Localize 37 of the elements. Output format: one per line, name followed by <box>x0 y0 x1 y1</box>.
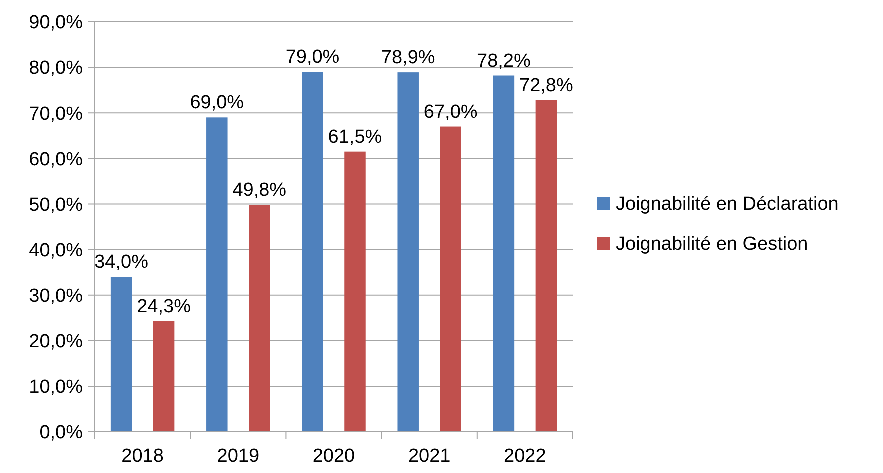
data-label: 72,8% <box>520 75 574 96</box>
data-label: 78,9% <box>381 48 436 69</box>
y-tick-label: 90,0% <box>29 12 84 34</box>
bar <box>153 321 175 432</box>
y-tick-label: 60,0% <box>29 149 84 170</box>
data-label: 67,0% <box>424 102 478 123</box>
x-tick-label: 2021 <box>408 446 451 467</box>
bar <box>493 76 515 432</box>
y-tick-label: 30,0% <box>29 286 84 307</box>
bar <box>344 152 366 432</box>
y-tick-label: 20,0% <box>29 332 84 353</box>
y-tick-label: 10,0% <box>29 377 84 398</box>
y-tick-label: 40,0% <box>29 240 84 262</box>
y-tick-label: 70,0% <box>29 104 84 125</box>
x-tick-label: 2019 <box>217 446 260 467</box>
legend-label: Joignabilité en Gestion <box>616 234 808 255</box>
bar <box>302 72 324 432</box>
y-tick-label: 80,0% <box>29 58 84 80</box>
data-label: 69,0% <box>190 92 244 114</box>
bar <box>440 126 462 432</box>
data-label: 24,3% <box>137 296 192 318</box>
legend-label: Joignabilité en Déclaration <box>616 194 839 215</box>
x-tick-label: 2020 <box>312 446 356 467</box>
y-tick-label: 50,0% <box>29 194 84 216</box>
bar <box>398 72 419 432</box>
bar <box>536 100 558 432</box>
data-label: 61,5% <box>328 126 382 148</box>
data-label: 34,0% <box>94 252 149 274</box>
data-label: 78,2% <box>477 50 531 72</box>
data-label: 49,8% <box>232 180 287 202</box>
bar <box>206 118 228 432</box>
y-tick-label: 0,0% <box>40 422 84 444</box>
bar <box>249 205 270 432</box>
data-label: 79,0% <box>286 47 340 68</box>
x-tick-label: 2018 <box>122 446 164 467</box>
bar <box>110 277 132 432</box>
x-tick-label: 2022 <box>504 446 546 467</box>
